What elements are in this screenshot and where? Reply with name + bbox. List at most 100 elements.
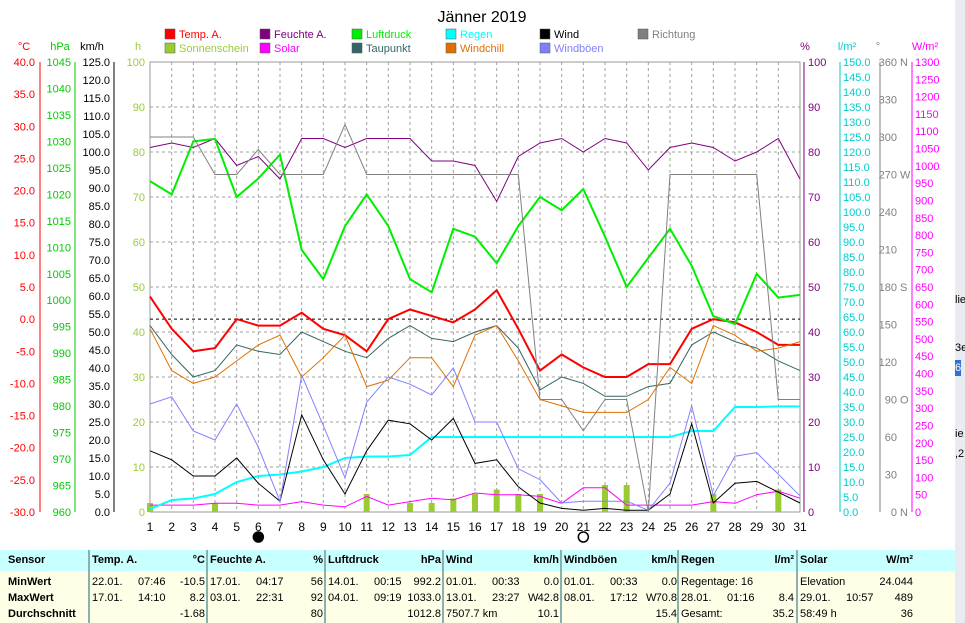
- y-tick-solar: 650: [915, 282, 933, 294]
- x-tick-label: 17: [490, 520, 504, 534]
- stats-max-date: 03.01.: [210, 592, 241, 604]
- y-tick-hpa: 980: [53, 401, 71, 413]
- legend-label: Richtung: [652, 29, 695, 41]
- y-tick-pct: 50: [808, 282, 820, 294]
- y-tick-hpa: 1030: [47, 136, 71, 148]
- x-tick-label: 21: [577, 520, 591, 534]
- y-tick-direction: N: [900, 57, 908, 69]
- stats-block-unit: W/m²: [886, 554, 913, 566]
- y-axis-unit-hpa: hPa: [50, 41, 70, 53]
- y-tick-rain: 20.0: [843, 447, 864, 459]
- y-tick-hours: 10: [133, 462, 145, 474]
- stats-block-unit: %: [313, 554, 323, 566]
- y-tick-rain: 5.0: [843, 492, 858, 504]
- x-tick-label: 5: [233, 520, 240, 534]
- x-tick-label: 23: [620, 520, 634, 534]
- y-tick-kmh: 45.0: [89, 345, 110, 357]
- x-tick-label: 6: [255, 520, 262, 534]
- y-tick-rain: 135.0: [843, 102, 871, 114]
- legend-label: Regen: [460, 29, 492, 41]
- stats-min-value: -10.5: [179, 576, 205, 588]
- chart-legend: Temp. A. Sonnenschein Feuchte A. Solar Luftd…: [164, 28, 695, 55]
- y-tick-rain: 75.0: [843, 282, 864, 294]
- y-tick-temp: -25.0: [10, 475, 35, 487]
- y-tick-hours: 40: [133, 327, 145, 339]
- y-tick-hpa: 965: [53, 481, 71, 493]
- y-tick-rain: 140.0: [843, 87, 871, 99]
- x-tick-label: 4: [212, 520, 219, 534]
- legend-label: Feuchte A.: [274, 29, 327, 41]
- x-tick-label: 14: [425, 520, 439, 534]
- y-tick-kmh: 35.0: [89, 381, 110, 393]
- stats-max-value: 1033.0: [407, 592, 441, 604]
- y-tick-kmh: 105.0: [82, 129, 110, 141]
- series-line-wind: [149, 413, 801, 511]
- y-tick-deg: 150: [879, 320, 897, 332]
- edge-fragment: ie: [955, 428, 964, 440]
- stats-min-time: 00:15: [374, 576, 402, 588]
- stats-avg-value: 35.2: [772, 608, 794, 620]
- y-tick-deg: 240: [879, 207, 897, 219]
- y-tick-temp: 15.0: [14, 218, 35, 230]
- y-tick-deg: 30: [885, 470, 897, 482]
- x-tick-label: 19: [533, 520, 547, 534]
- legend-swatch: [164, 28, 176, 40]
- series-line-windb-en: [149, 367, 801, 511]
- stats-block-title: Regen: [681, 554, 715, 566]
- sunshine-bar: [775, 489, 782, 512]
- y-tick-deg: 180: [879, 282, 897, 294]
- stats-block-title: Wind: [446, 554, 473, 566]
- stats-min-date: 22.01.: [92, 576, 123, 588]
- x-tick-label: 25: [663, 520, 677, 534]
- y-tick-temp: -20.0: [10, 443, 35, 455]
- series-line-taupunkt: [149, 325, 801, 397]
- y-tick-rain: 40.0: [843, 387, 864, 399]
- x-tick-label: 9: [320, 520, 327, 534]
- series-line-luftdruck: [149, 137, 801, 326]
- stats-column-separator: [560, 550, 562, 623]
- series-line-windchill: [149, 324, 801, 413]
- y-tick-hpa: 1010: [47, 242, 71, 254]
- y-tick-deg: 60: [885, 432, 897, 444]
- full-moon-marker: [577, 531, 590, 543]
- y-tick-rain: 145.0: [843, 72, 871, 84]
- y-tick-direction: W: [900, 170, 911, 182]
- stats-avg-value: 15.4: [655, 608, 677, 620]
- stats-max-value: 70.8: [655, 592, 677, 604]
- legend-label: Taupunkt: [366, 43, 411, 55]
- y-tick-pct: 70: [808, 192, 820, 204]
- x-tick-label: 12: [382, 520, 396, 534]
- chart-title: Jänner 2019: [438, 9, 527, 26]
- series-line-solar: [150, 487, 801, 508]
- y-tick-hours: 90: [133, 102, 145, 114]
- y-tick-temp: 5.0: [20, 282, 35, 294]
- x-tick-label: 20: [555, 520, 569, 534]
- sunshine-bar: [623, 485, 630, 512]
- chart-axes: 1 2 3 4 5 6 7 8 9 10 11 12 13 14 15 16 17 18 19 20 21 22 23 24 2…: [10, 41, 939, 543]
- y-tick-hpa: 975: [53, 428, 71, 440]
- y-tick-kmh: 50.0: [89, 327, 110, 339]
- sunshine-bar: [407, 503, 413, 512]
- y-axis-unit-solar: W/m²: [912, 41, 939, 53]
- stats-min-time: 04:17: [256, 576, 284, 588]
- y-tick-temp: 10.0: [14, 250, 35, 262]
- stats-block-title: Temp. A.: [92, 554, 138, 566]
- legend-swatch: [259, 28, 271, 40]
- y-tick-rain: 50.0: [843, 357, 864, 369]
- y-tick-rain: 70.0: [843, 297, 864, 309]
- y-tick-solar: 1300: [915, 57, 939, 69]
- stats-max-value: 92: [310, 592, 323, 604]
- y-tick-solar: 700: [915, 265, 933, 277]
- stats-row-label: Durchschnitt: [8, 608, 76, 620]
- y-tick-solar: 1150: [915, 109, 939, 121]
- stats-block-title: Windböen: [564, 554, 618, 566]
- y-tick-kmh: 110.0: [83, 111, 110, 123]
- x-tick-label: 3: [190, 520, 197, 534]
- legend-label: Solar: [274, 43, 300, 55]
- legend-label: Windchill: [460, 43, 504, 55]
- stats-min-date: 01.01.: [564, 576, 595, 588]
- series-line-regen: [149, 405, 800, 510]
- y-tick-kmh: 55.0: [89, 309, 110, 321]
- y-tick-hpa: 990: [53, 348, 71, 360]
- y-tick-temp: -30.0: [10, 507, 35, 519]
